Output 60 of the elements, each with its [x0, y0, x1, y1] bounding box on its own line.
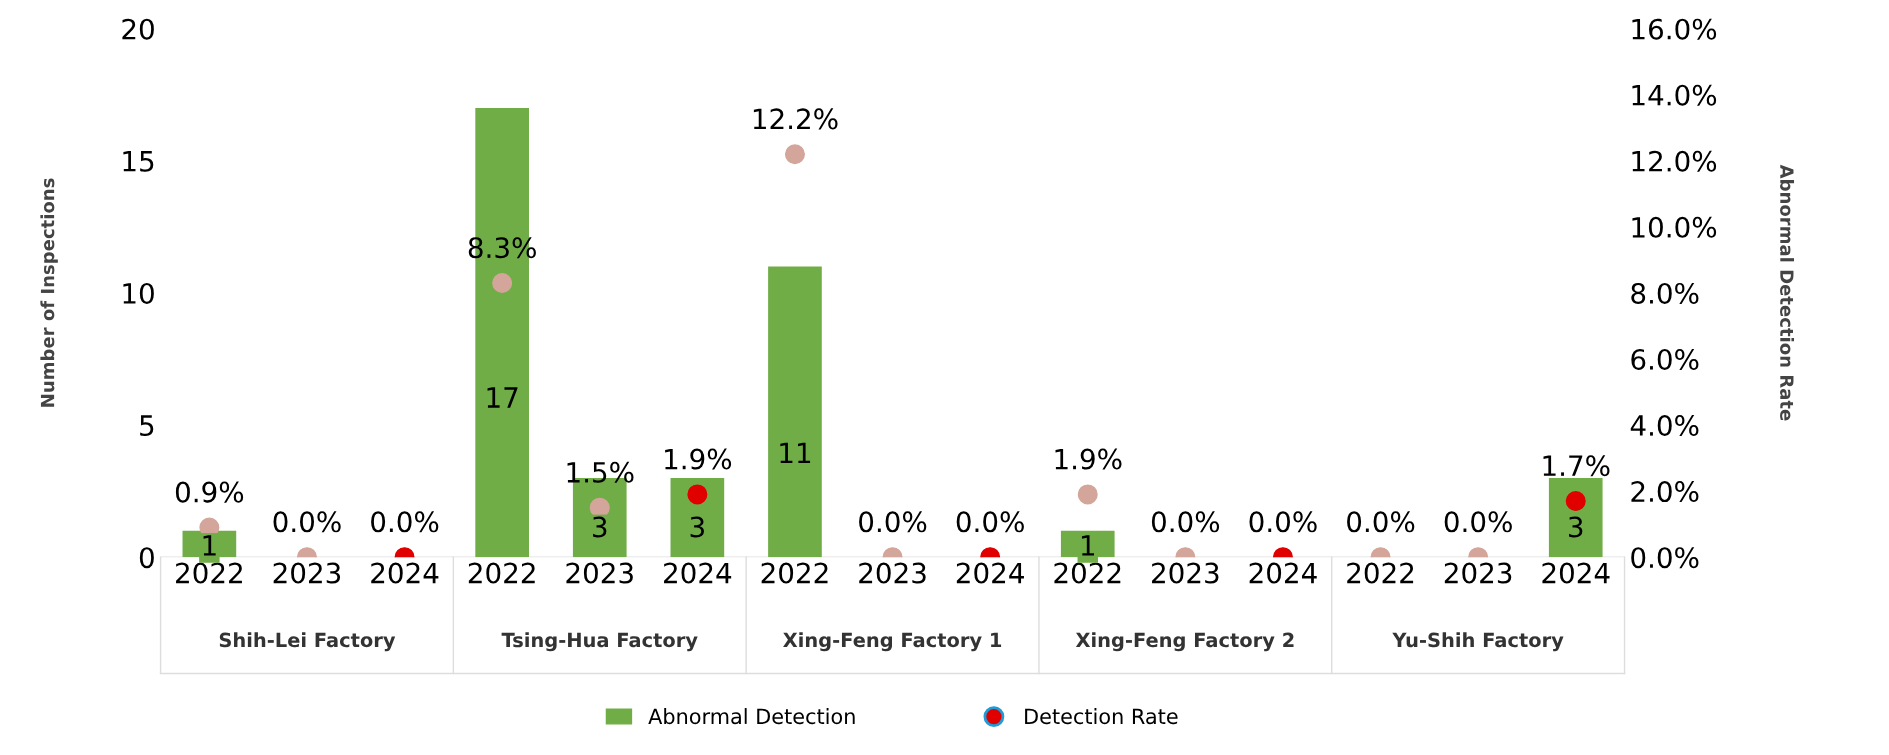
data-label: 1.7% [1543, 455, 1610, 477]
data-label: 1 [1081, 535, 1095, 556]
y-tick-label: 15 [123, 151, 154, 172]
x-tick-label: 2023 [566, 562, 633, 584]
y2-tick-label: 2.0% [1631, 481, 1699, 503]
x-tick-label: 2023 [1152, 562, 1219, 584]
y-tick-label: 5 [140, 415, 154, 437]
y2-tick-label: 12.0% [1632, 150, 1717, 172]
data-label: 1.9% [665, 448, 732, 470]
x-tick-label: 2024 [1249, 562, 1317, 584]
x-tick-label: 2023 [859, 562, 926, 584]
y-tick-label: 20 [122, 18, 154, 40]
data-label: 0.0% [371, 511, 439, 533]
data-label: 3 [690, 516, 704, 538]
bar [768, 266, 822, 558]
x-tick-label: 2022 [1347, 562, 1414, 584]
data-label: 0.9% [175, 481, 244, 503]
text: Yu-Shih Factory [1392, 632, 1564, 652]
y2-tick-label: 14.0% [1632, 84, 1717, 106]
data-label: 1.9% [1055, 448, 1122, 470]
data-label: 3 [593, 516, 607, 538]
data-label: 11 [780, 442, 811, 464]
x-tick-label: 2022 [468, 562, 535, 584]
y-tick-label: 0 [139, 547, 154, 569]
y2-tick-label: 10.0% [1632, 216, 1717, 238]
x-tick-label: 2024 [1542, 562, 1610, 584]
text: Xing-Feng Factory 2 [1075, 632, 1294, 652]
data-label: 12.2% [753, 108, 838, 130]
data-label: 3 [1569, 516, 1583, 538]
text: Tsing-Hua Factory [501, 632, 698, 652]
data-label: 0.0% [859, 511, 927, 533]
data-label: 0.0% [1151, 511, 1220, 533]
legend-label: Abnormal Detection [648, 708, 855, 725]
y2-tick-label: 16.0% [1632, 18, 1717, 40]
data-label: 0.0% [1444, 511, 1512, 533]
x-tick-label: 2023 [273, 562, 341, 584]
y2-axis-title: Abnormal Detection Rate [1780, 164, 1795, 421]
data-label: 17 [487, 387, 518, 408]
x-tick-label: 2022 [1054, 562, 1121, 584]
data-label: 0.0% [273, 511, 341, 533]
x-tick-label: 2024 [956, 562, 1024, 584]
y2-tick-label: 6.0% [1631, 348, 1699, 370]
x-tick-label: 2022 [176, 562, 242, 584]
y2-tick-label: 0.0% [1631, 547, 1699, 569]
y2-tick-label: 4.0% [1630, 415, 1699, 437]
data-label: 0.0% [1249, 511, 1317, 533]
y2-tick-label: 8.0% [1631, 282, 1699, 304]
text: Shih-Lei Factory [219, 632, 396, 652]
x-tick-label: 2022 [761, 562, 828, 584]
y-tick-label: 10 [123, 282, 154, 304]
x-tick-label: 2023 [1444, 562, 1512, 584]
data-label: 0.0% [1347, 511, 1415, 533]
text: Xing-Feng Factory 1 [783, 632, 1002, 652]
data-label: 0.0% [956, 511, 1024, 533]
x-tick-label: 2024 [664, 562, 732, 584]
legend-label: Detection Rate [1025, 708, 1178, 725]
x-tick-label: 2024 [371, 562, 439, 584]
data-label: 1.5% [567, 461, 634, 483]
y-axis-title: Number of Inspections [40, 178, 58, 407]
data-label: 1 [203, 535, 216, 556]
